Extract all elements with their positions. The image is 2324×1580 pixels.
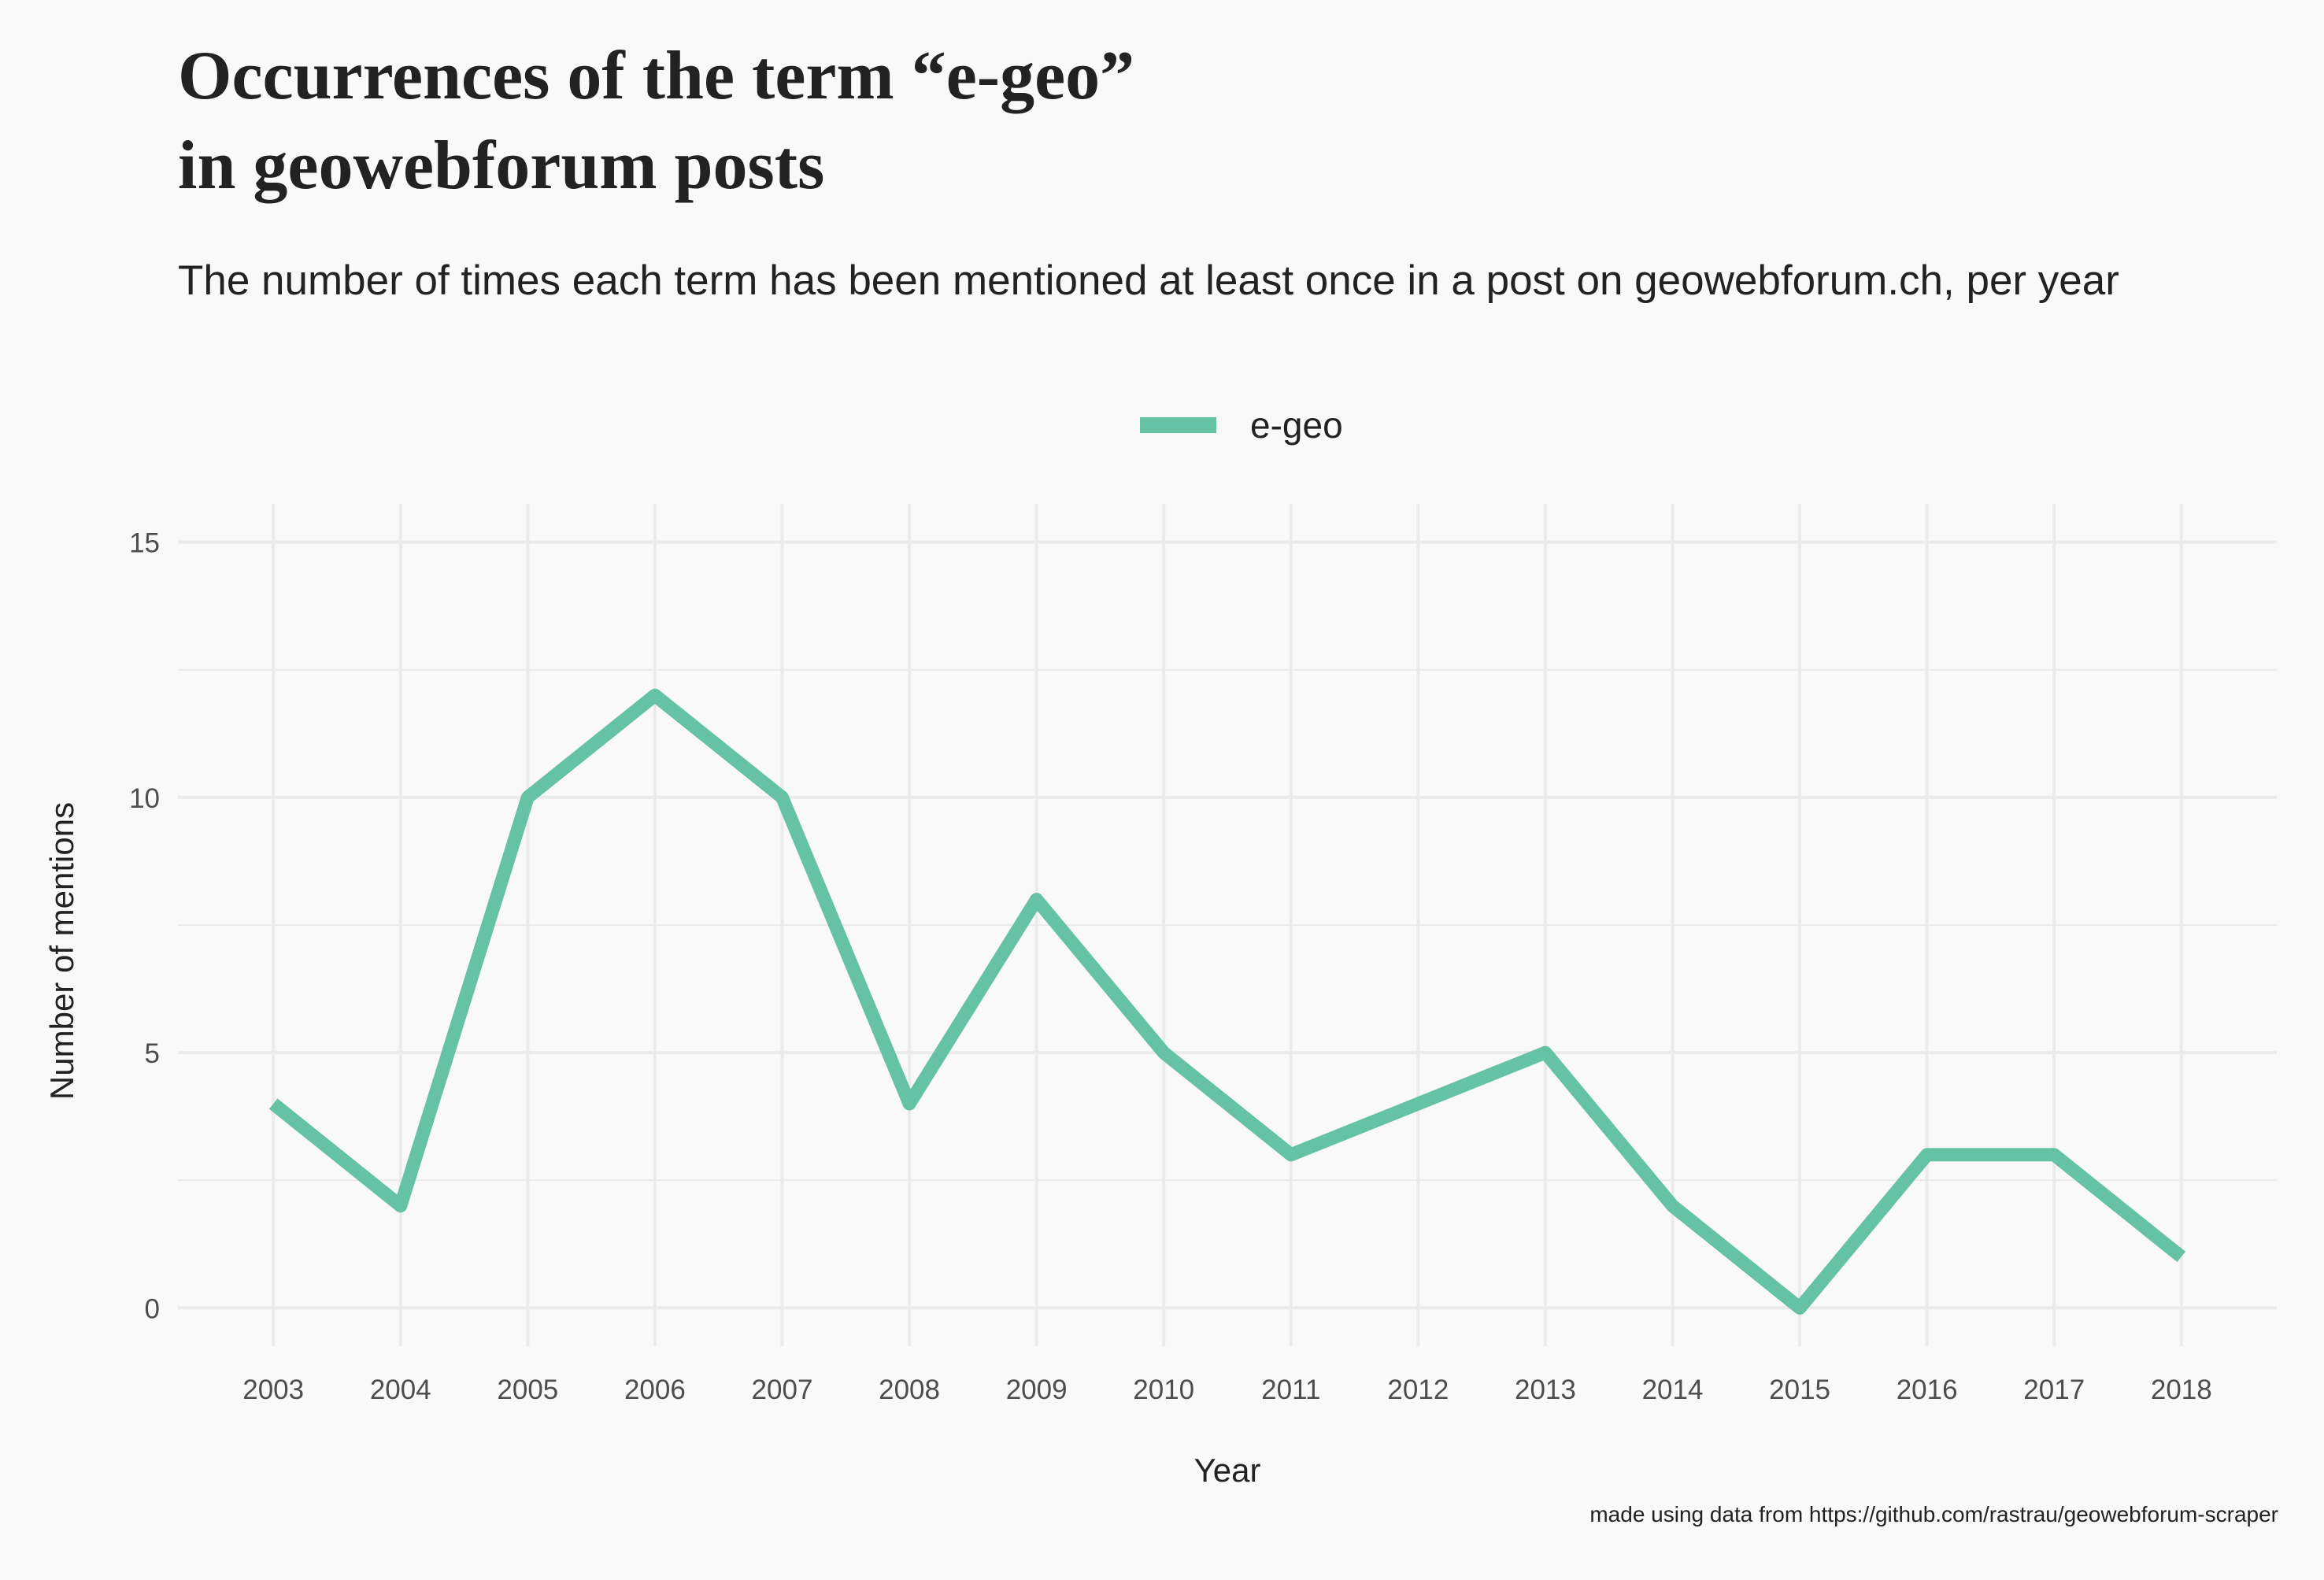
- x-tick-label: 2005: [497, 1375, 558, 1405]
- legend: e-geo: [1140, 405, 1343, 446]
- y-tick-label: 15: [129, 528, 160, 559]
- series-layer: [268, 688, 2186, 1315]
- x-tick-label: 2009: [1006, 1375, 1068, 1405]
- grid-layer: [178, 504, 2277, 1346]
- x-tick-label: 2011: [1261, 1375, 1320, 1405]
- data-point: [527, 797, 528, 798]
- chart-subtitle: The number of times each term has been m…: [178, 257, 2119, 304]
- data-point: [1290, 1154, 1292, 1156]
- y-tick-label: 5: [145, 1038, 160, 1069]
- data-point: [1926, 1154, 1928, 1156]
- x-tick-label: 2008: [879, 1375, 940, 1405]
- data-point: [781, 797, 783, 798]
- data-point: [2053, 1154, 2055, 1156]
- x-tick-label: 2006: [624, 1375, 686, 1405]
- axis-layer: 0 5 10 15 2003 2004 2005 2006 2007 2008 2009 2010 20…: [129, 528, 2212, 1405]
- data-point: [272, 1103, 274, 1105]
- x-tick-label: 2012: [1387, 1375, 1449, 1405]
- data-point: [1163, 1052, 1164, 1053]
- legend-label-e-geo: e-geo: [1250, 405, 1343, 446]
- data-point: [2181, 1256, 2182, 1258]
- y-tick-label: 0: [145, 1293, 160, 1324]
- data-point: [1799, 1307, 1800, 1308]
- data-point: [1545, 1052, 1546, 1053]
- chart-caption: made using data from https://github.com/…: [1589, 1502, 2278, 1526]
- x-tick-label: 2016: [1897, 1375, 1958, 1405]
- x-tick-label: 2017: [2023, 1375, 2085, 1405]
- x-tick-label: 2010: [1133, 1375, 1194, 1405]
- chart-title: Occurrences of the term “e-geo” in geowe…: [178, 38, 1135, 204]
- data-point: [1672, 1205, 1674, 1207]
- x-tick-label: 2004: [370, 1375, 431, 1405]
- x-tick-label: 2003: [242, 1375, 304, 1405]
- x-tick-label: 2013: [1515, 1375, 1576, 1405]
- x-tick-label: 2015: [1769, 1375, 1830, 1405]
- data-point: [909, 1103, 910, 1105]
- x-tick-label: 2018: [2151, 1375, 2212, 1405]
- x-tick-label: 2007: [752, 1375, 813, 1405]
- data-point: [1417, 1103, 1419, 1105]
- y-axis-title: Number of mentions: [43, 802, 80, 1100]
- data-point: [654, 694, 656, 696]
- y-tick-label: 10: [129, 783, 160, 814]
- series-line-e-geo: [268, 688, 2186, 1315]
- data-point: [1036, 899, 1038, 901]
- data-point: [400, 1205, 402, 1207]
- x-tick-label: 2014: [1642, 1375, 1704, 1405]
- x-axis-title: Year: [1194, 1452, 1261, 1489]
